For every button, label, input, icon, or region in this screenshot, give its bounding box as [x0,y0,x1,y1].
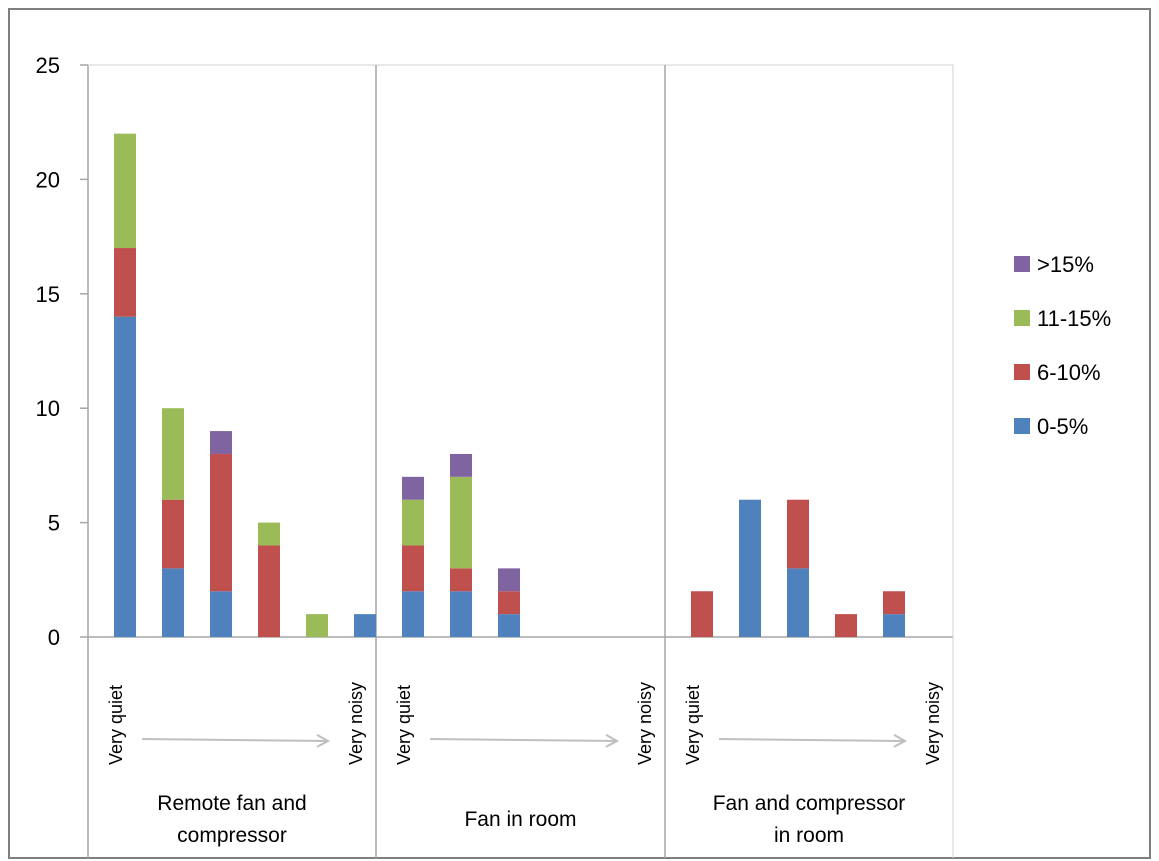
y-tick-label: 25 [36,53,60,78]
bar-segment [402,476,424,500]
bar-segment [162,568,184,637]
bar-segment [498,614,520,637]
bar-segment [210,453,232,592]
category-label-start: Very quiet [106,685,126,765]
y-tick-label: 10 [36,396,60,421]
bar-segment [450,568,472,592]
bar-segment [210,431,232,454]
bar-segment [450,591,472,637]
bar-segment [498,591,520,615]
bar-segment [883,591,905,615]
y-tick-label: 0 [48,625,60,650]
group-label: Remote fan and [157,792,306,815]
chart-frame [8,8,1151,859]
bar-segment [739,499,761,637]
bar-segment [402,591,424,637]
bar-segment [354,614,376,637]
bar-segment [402,499,424,546]
category-label-end: Very noisy [635,682,655,765]
bar-segment [883,614,905,637]
category-label-start: Very quiet [394,685,414,765]
bar-segment [162,499,184,569]
legend-swatch [1014,364,1030,380]
bar-segment [258,522,280,546]
bar-segment [258,545,280,637]
direction-arrow [718,739,905,741]
legend-label: >15% [1037,252,1094,277]
bar-segment [114,133,136,249]
category-label-end: Very noisy [346,682,366,765]
direction-arrow [429,739,617,741]
legend-label: 11-15% [1037,306,1111,331]
legend-swatch [1014,418,1030,434]
bar-segment [114,248,136,317]
bar-segment [210,591,232,637]
group-label: compressor [177,824,287,847]
legend-label: 0-5% [1037,414,1088,439]
bar-segment [450,453,472,477]
direction-arrow [141,739,328,741]
bar-segment [691,591,713,637]
bar-segment [787,499,809,569]
legend-swatch [1014,256,1030,272]
y-tick-label: 20 [36,167,60,192]
group-label: in room [774,824,844,847]
legend-label: 6-10% [1037,360,1101,385]
category-label-end: Very noisy [923,682,943,765]
category-label-start: Very quiet [683,685,703,765]
y-tick-label: 15 [36,282,60,307]
bar-segment [162,408,184,500]
group-label: Fan and compressor [713,792,906,815]
bar-segment [114,316,136,637]
bar-segment [498,568,520,592]
y-tick-label: 5 [48,511,60,536]
bar-segment [306,614,328,637]
group-label: Fan in room [464,808,576,831]
legend-swatch [1014,310,1030,326]
bar-segment [450,476,472,569]
bar-segment [835,614,857,637]
bar-segment [402,545,424,592]
bar-segment [787,568,809,637]
